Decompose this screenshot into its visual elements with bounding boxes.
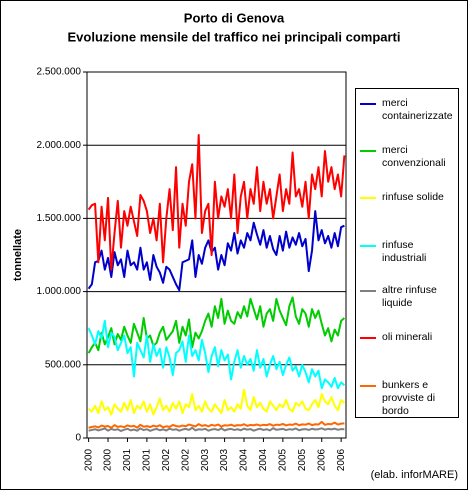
legend-swatch [360, 245, 376, 247]
series-line [87, 133, 346, 271]
legend-item: merci convenzionali [360, 144, 458, 170]
legend-label: rinfuse industriali [382, 239, 427, 264]
series-line [88, 420, 345, 429]
legend-swatch [360, 337, 376, 339]
annotation: (elab. inforMARE) [371, 469, 458, 481]
legend: merci containerizzate merci convenzionali… [355, 88, 459, 418]
y-axis-label: tonnellate [12, 229, 24, 281]
x-tick-label: 2004 [239, 448, 250, 471]
x-tick-label: 2004 [258, 448, 269, 471]
series-line [87, 319, 346, 390]
legend-item: rinfuse industriali [360, 239, 458, 265]
x-tick-label: 2005 [278, 448, 289, 471]
y-tick-label: 2.000.000 [37, 140, 82, 151]
x-tick-label: 2001 [142, 448, 153, 471]
legend-swatch [360, 197, 376, 199]
x-tick-label: 2000 [103, 448, 114, 471]
y-tick-label: 1.000.000 [37, 286, 82, 297]
legend-item: oli minerali [360, 331, 458, 344]
series-line [87, 210, 345, 292]
x-tick-label: 2002 [180, 448, 191, 471]
legend-item: bunkers e provviste di bordo [360, 379, 458, 418]
legend-swatch [360, 150, 376, 152]
x-tick-label: 2001 [122, 448, 133, 471]
legend-label: rinfuse solide [382, 191, 444, 203]
legend-swatch [360, 290, 376, 292]
legend-label: merci convenzionali [382, 144, 446, 169]
chart-title: Porto di Genova [184, 10, 285, 25]
y-tick-label: 2.500.000 [37, 67, 82, 78]
legend-swatch [360, 103, 376, 105]
chart-subtitle: Evoluzione mensile del traffico nei prin… [67, 29, 400, 44]
x-tick-label: 2000 [83, 448, 94, 471]
legend-label: merci containerizzate [382, 97, 453, 122]
x-tick-label: 2003 [200, 448, 211, 471]
plot-border [86, 71, 347, 439]
y-tick-label: 500.000 [45, 359, 82, 370]
series-line [87, 388, 346, 416]
y-tick-label: 0 [75, 433, 81, 444]
x-tick-label: 2006 [336, 448, 347, 471]
legend-item: altre rinfuse liquide [360, 284, 458, 310]
x-tick-label: 2002 [161, 448, 172, 471]
y-tick-label: 1.500.000 [37, 213, 82, 224]
legend-item: merci containerizzate [360, 97, 458, 123]
x-tick-label: 2006 [316, 448, 327, 471]
legend-label: bunkers e provviste di bordo [382, 379, 436, 417]
legend-item: rinfuse solide [360, 191, 458, 204]
x-tick-label: 2003 [219, 448, 230, 471]
series-line [88, 426, 345, 432]
x-tick-label: 2005 [297, 448, 308, 471]
series-line [87, 296, 346, 354]
legend-swatch [360, 385, 376, 387]
legend-label: altre rinfuse liquide [382, 284, 437, 309]
legend-label: oli minerali [382, 331, 433, 343]
